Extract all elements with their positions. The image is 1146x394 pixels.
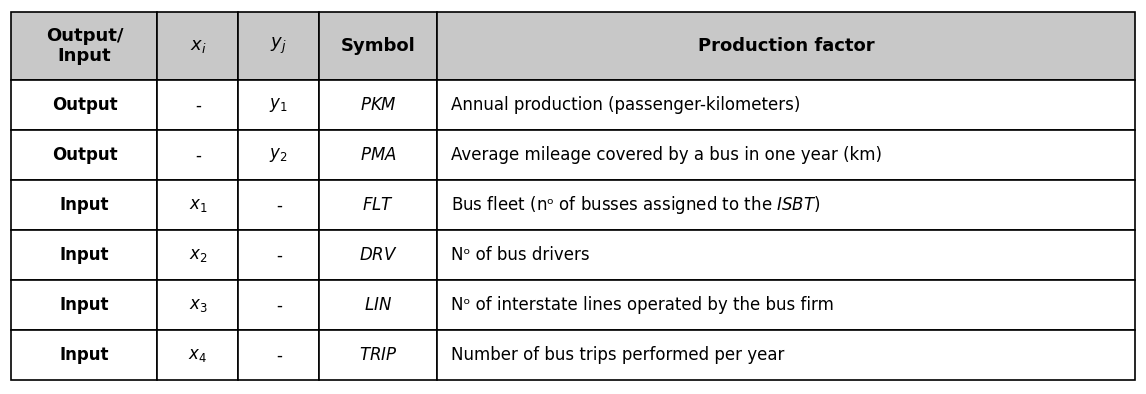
Bar xyxy=(437,281,1135,330)
Bar xyxy=(11,330,157,380)
Text: $x_i$: $x_i$ xyxy=(189,37,206,55)
Text: Output/
Input: Output/ Input xyxy=(46,27,124,65)
Bar xyxy=(157,330,238,380)
Bar xyxy=(320,130,437,180)
Bar xyxy=(320,330,437,380)
Text: $FLT$: $FLT$ xyxy=(362,196,394,214)
Bar xyxy=(320,12,437,80)
Text: -: - xyxy=(276,246,282,264)
Bar xyxy=(157,180,238,230)
Bar xyxy=(238,230,320,281)
Bar xyxy=(157,80,238,130)
Bar xyxy=(437,80,1135,130)
Text: -: - xyxy=(195,146,201,164)
Text: $TRIP$: $TRIP$ xyxy=(359,346,398,364)
Text: $y_2$: $y_2$ xyxy=(269,146,288,164)
Bar xyxy=(238,330,320,380)
Text: Nᵒ of interstate lines operated by the bus firm: Nᵒ of interstate lines operated by the b… xyxy=(450,296,834,314)
Bar xyxy=(320,180,437,230)
Bar xyxy=(320,230,437,281)
Bar xyxy=(238,281,320,330)
Text: Output: Output xyxy=(52,146,117,164)
Text: $y_1$: $y_1$ xyxy=(269,97,288,114)
Text: $x_4$: $x_4$ xyxy=(188,346,207,364)
Text: -: - xyxy=(276,296,282,314)
Text: Input: Input xyxy=(60,246,109,264)
Text: $DRV$: $DRV$ xyxy=(359,246,398,264)
Bar xyxy=(437,330,1135,380)
Text: Annual production (passenger-kilometers): Annual production (passenger-kilometers) xyxy=(450,97,800,114)
Text: Average mileage covered by a bus in one year (km): Average mileage covered by a bus in one … xyxy=(450,146,882,164)
Bar xyxy=(157,281,238,330)
Bar xyxy=(238,130,320,180)
Text: -: - xyxy=(276,196,282,214)
Bar xyxy=(320,281,437,330)
Bar xyxy=(157,230,238,281)
Text: Number of bus trips performed per year: Number of bus trips performed per year xyxy=(450,346,784,364)
Bar xyxy=(238,80,320,130)
Bar xyxy=(437,130,1135,180)
Bar xyxy=(11,180,157,230)
Bar xyxy=(11,12,157,80)
Text: Output: Output xyxy=(52,97,117,114)
Text: Nᵒ of bus drivers: Nᵒ of bus drivers xyxy=(450,246,589,264)
Text: $x_1$: $x_1$ xyxy=(189,196,207,214)
Bar xyxy=(11,230,157,281)
Text: -: - xyxy=(195,97,201,114)
Bar xyxy=(11,281,157,330)
Text: Input: Input xyxy=(60,196,109,214)
Bar xyxy=(437,12,1135,80)
Text: -: - xyxy=(276,346,282,364)
Text: $x_2$: $x_2$ xyxy=(189,246,207,264)
Bar xyxy=(238,12,320,80)
Bar xyxy=(157,130,238,180)
Bar xyxy=(11,80,157,130)
Text: $x_3$: $x_3$ xyxy=(188,296,207,314)
Text: $LIN$: $LIN$ xyxy=(364,296,392,314)
Bar xyxy=(437,180,1135,230)
Text: Bus fleet (nᵒ of busses assigned to the $ISBT$): Bus fleet (nᵒ of busses assigned to the … xyxy=(450,194,821,216)
Bar xyxy=(320,80,437,130)
Text: Input: Input xyxy=(60,296,109,314)
Text: $PMA$: $PMA$ xyxy=(360,146,397,164)
Text: Input: Input xyxy=(60,346,109,364)
Text: Production factor: Production factor xyxy=(698,37,874,55)
Bar xyxy=(11,130,157,180)
Bar xyxy=(238,180,320,230)
Text: $y_j$: $y_j$ xyxy=(270,36,286,56)
Text: $PKM$: $PKM$ xyxy=(360,97,397,114)
Text: Symbol: Symbol xyxy=(340,37,416,55)
Bar xyxy=(437,230,1135,281)
Bar xyxy=(157,12,238,80)
